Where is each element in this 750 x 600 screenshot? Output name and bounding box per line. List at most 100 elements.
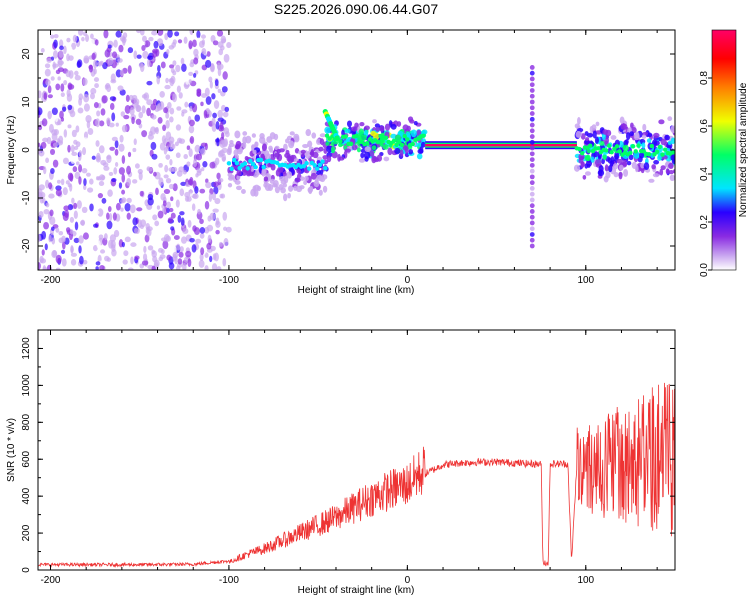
spectrogram-cell: [83, 137, 88, 144]
spectrogram-cell: [628, 154, 634, 161]
spectrogram-cell: [125, 94, 130, 103]
spectrogram-cell: [259, 132, 265, 139]
spectrogram-cell: [626, 160, 632, 166]
spectrogram-cell: [321, 174, 328, 180]
y-tick-label: 400: [21, 487, 32, 504]
spectrogram-cell: [207, 234, 212, 243]
spectrogram-cell: [158, 256, 164, 262]
spectrogram-cell: [184, 191, 191, 198]
spectrogram-cell: [117, 85, 124, 92]
spectrogram-cell: [307, 166, 312, 171]
spectrogram-cell: [111, 51, 118, 59]
spectrogram-cell: [234, 180, 241, 185]
spectrogram-cell: [250, 165, 255, 172]
spectrogram-cell: [594, 136, 599, 144]
spectrogram-cell: [147, 245, 154, 251]
spectrogram-cell: [162, 240, 169, 250]
spectrogram-cell: [73, 202, 78, 210]
spectrogram-cell: [226, 148, 232, 156]
spectrogram-cell: [225, 226, 232, 233]
spectrogram-cell: [225, 131, 230, 138]
spectrogram-cell: [211, 263, 218, 270]
spectrogram-cell: [129, 107, 135, 116]
spectrogram-cell: [58, 39, 64, 48]
spectrogram-cell: [273, 152, 281, 158]
spectrogram-cell: [529, 128, 535, 134]
spectrogram-cell: [221, 38, 227, 43]
colorbar-tick-label: 0.6: [699, 119, 710, 133]
spectrogram-cell: [41, 197, 46, 204]
spectrogram-cell: [103, 233, 108, 241]
spectrogram-cell: [288, 140, 295, 149]
spectrogram-cell: [169, 116, 174, 123]
spectrogram-cell: [193, 48, 199, 57]
spectrogram-cell: [529, 209, 535, 214]
spectrogram-cell: [304, 161, 309, 166]
spectrogram-cell: [163, 188, 171, 195]
spectrogram-cell: [99, 60, 104, 66]
spectrogram-cell: [390, 123, 397, 130]
spectrogram-cell: [399, 149, 404, 157]
spectrogram-cell: [92, 244, 98, 252]
spectrogram-cell: [667, 116, 673, 122]
spectrogram-cell: [189, 106, 193, 112]
spectrogram-cell: [383, 156, 390, 162]
spectrogram-cell: [44, 68, 51, 77]
spectrogram-cell: [234, 161, 240, 166]
spectrogram-peak: [322, 109, 340, 141]
spectrogram-cell: [127, 151, 132, 158]
spectrogram-cell: [88, 64, 94, 73]
spectrogram-cell: [141, 260, 149, 266]
spectrogram-cell: [669, 174, 675, 182]
spectrogram-cell: [287, 192, 291, 199]
spectrogram-cell: [405, 137, 410, 142]
spectrogram-cell: [42, 137, 49, 143]
spectrogram-cell: [289, 131, 295, 136]
snr-x-label: Height of straight line (km): [298, 585, 415, 596]
spectrogram-cell: [160, 237, 167, 242]
spectrogram-cell: [153, 40, 159, 49]
spectrogram-cell: [584, 171, 591, 176]
spectrogram-cell: [610, 135, 617, 140]
spectrogram-cell: [216, 172, 221, 180]
spectrogram-cell: [55, 188, 62, 197]
spectrogram-cell: [52, 63, 59, 68]
spectrogram-cell: [222, 211, 228, 221]
spectrogram-cell: [168, 167, 175, 173]
spectrogram-cell: [180, 57, 185, 65]
spectrogram-cell: [153, 171, 157, 177]
spectrogram-cell: [191, 244, 197, 253]
spectrogram-cell: [317, 162, 323, 168]
spectrogram-cell: [613, 171, 619, 178]
spectrogram-cell: [76, 60, 82, 69]
spectrogram-cell: [529, 145, 535, 151]
spectrogram-cell: [223, 226, 228, 231]
spectrogram-cell: [86, 172, 91, 177]
spectrogram-cell: [630, 122, 634, 129]
spectrogram-cell: [60, 83, 65, 92]
spectrogram-cell: [156, 148, 161, 155]
spectrogram-cell: [209, 80, 213, 89]
spectrogram-cell: [383, 135, 389, 140]
spectrogram-cell: [177, 258, 183, 265]
spectrogram-cell: [219, 121, 224, 130]
spectrogram-cell: [529, 232, 535, 237]
spectrogram-cell: [204, 200, 210, 210]
spectrogram-cell: [614, 144, 620, 149]
spectrogram-cell: [82, 232, 89, 240]
spectrogram-cell: [158, 177, 164, 187]
spectrogram-cell: [330, 146, 336, 154]
spectrogram-cell: [136, 30, 142, 34]
spectrogram-cell: [200, 101, 204, 107]
spectrogram-cell: [167, 30, 173, 38]
spectrogram-cell: [182, 228, 189, 235]
spectrogram-cell: [159, 142, 166, 151]
spectrogram-cell: [68, 70, 74, 79]
spectrogram-cell: [375, 139, 381, 145]
spectrogram-cell: [53, 128, 59, 136]
spectrogram-cell: [641, 149, 646, 154]
spectrogram-cell: [93, 210, 100, 215]
spectrogram-cell: [183, 154, 189, 160]
spectrogram-cell: [286, 171, 293, 179]
snr-frame: [37, 329, 676, 571]
